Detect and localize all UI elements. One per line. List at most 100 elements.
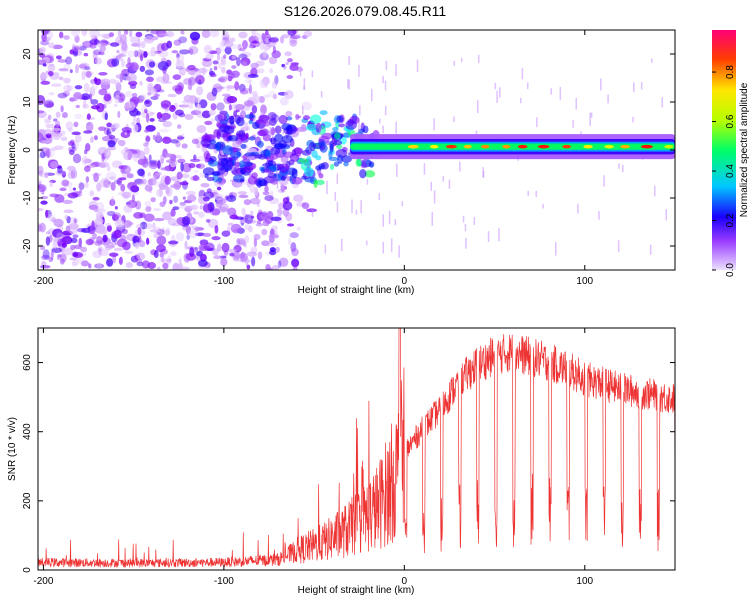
- spectrogram-noise-cell: [153, 250, 159, 259]
- spectrogram-carrier-peak: [445, 144, 457, 149]
- spectrogram-noise-cell: [282, 201, 293, 211]
- spectrogram-transition-cell: [244, 114, 256, 119]
- spectrogram-noise-cell: [213, 66, 218, 71]
- spectrogram-noise-cell: [289, 232, 299, 239]
- spectrogram-noise-cell: [173, 195, 179, 203]
- spectrogram-noise-cell: [165, 187, 170, 195]
- spectrogram-noise-cell: [156, 235, 167, 246]
- spectrogram-noise-cell: [83, 158, 92, 164]
- spectrogram-streak: [423, 163, 426, 175]
- spectrogram-noise-cell: [117, 54, 127, 58]
- spectrogram-noise-cell: [123, 204, 133, 214]
- spectrogram-noise-cell: [160, 167, 167, 171]
- spectrogram-noise-cell: [172, 206, 180, 211]
- spectrogram-noise-cell: [61, 179, 70, 187]
- spectrogram-noise-cell: [135, 223, 144, 230]
- spectrogram-noise-cell: [287, 30, 297, 37]
- spectrogram-noise-cell: [68, 149, 75, 156]
- spectrogram-noise-cell: [38, 184, 47, 193]
- spectrogram-noise-cell: [149, 162, 158, 167]
- spectrogram-noise-cell: [205, 218, 211, 223]
- spectrogram-noise-cell: [101, 103, 107, 109]
- spectrogram-streak: [473, 216, 476, 225]
- spectrogram-streak: [464, 224, 467, 232]
- spectrogram-noise-cell: [116, 49, 120, 54]
- spectrogram-streak: [494, 82, 497, 90]
- spectrogram-noise-cell: [73, 93, 83, 100]
- spectrogram-noise-cell: [53, 218, 64, 228]
- spectrogram-noise-cell: [158, 50, 169, 58]
- spectrogram-noise-cell: [96, 235, 103, 245]
- spectrogram-noise-cell: [92, 250, 103, 259]
- spectrogram-carrier-peak: [620, 144, 630, 149]
- spectrogram-noise-cell: [103, 93, 112, 102]
- colorbar-tick-label: 0.8: [725, 65, 736, 79]
- spectrogram-noise-cell: [67, 192, 79, 199]
- spectrogram-noise-cell: [186, 234, 190, 240]
- spectrogram-noise-cell: [143, 146, 150, 155]
- spectrogram-transition-cell: [333, 140, 343, 146]
- spectrogram-noise-cell: [270, 127, 276, 136]
- spectrogram-streak: [365, 240, 368, 246]
- spectrogram-noise-cell: [244, 214, 253, 225]
- spectrogram-noise-cell: [256, 220, 262, 225]
- spectrogram-noise-cell: [268, 56, 278, 65]
- spectrogram-noise-cell: [296, 126, 308, 132]
- spectrogram-streak: [550, 88, 553, 95]
- spectrogram-noise-cell: [243, 100, 254, 107]
- spectrogram-noise-cell: [38, 132, 44, 142]
- spectrogram-noise-cell: [164, 229, 171, 236]
- spectrogram-marks: [38, 30, 675, 270]
- spectrogram-noise-cell: [72, 187, 77, 191]
- spectrogram-carrier-peak: [664, 144, 674, 149]
- spectrogram-noise-cell: [120, 44, 128, 55]
- spectrogram-carrier-band: [350, 143, 675, 150]
- spectrogram-noise-cell: [291, 247, 299, 257]
- spectrogram-noise-cell: [240, 57, 251, 66]
- spectrogram-streak: [498, 227, 500, 242]
- spectrogram-noise-cell: [295, 113, 300, 120]
- spectrogram-noise-cell: [214, 225, 219, 234]
- spectrogram-streak: [320, 91, 323, 98]
- spectrogram-noise-cell: [93, 172, 99, 183]
- spectrogram-noise-cell: [82, 40, 93, 48]
- spectrogram-transition-cell: [291, 168, 298, 179]
- spectrogram-noise-cell: [83, 98, 87, 108]
- spectrogram-noise-cell: [143, 35, 155, 44]
- spectrogram-transition-cell: [248, 120, 254, 125]
- spectrogram-noise-cell: [48, 42, 55, 49]
- spectrogram-noise-cell: [206, 188, 212, 194]
- spectrogram-noise-cell: [72, 51, 79, 57]
- snr-x-tick-label: 0: [402, 576, 408, 587]
- spectrogram-streak: [572, 119, 574, 128]
- colorbar-tick-label: 0.2: [725, 213, 736, 227]
- spectrogram-noise-cell: [223, 40, 234, 48]
- spectrogram-streak: [453, 61, 456, 66]
- spectrogram-noise-cell: [180, 30, 185, 35]
- spectrogram-noise-cell: [269, 249, 277, 256]
- spectrogram-noise-cell: [67, 165, 76, 172]
- spectrogram-noise-cell: [157, 89, 165, 93]
- spectrogram-noise-cell: [91, 220, 95, 230]
- spectrogram-streak: [396, 163, 398, 177]
- spectrogram-noise-cell: [40, 140, 51, 144]
- spectrogram-noise-cell: [156, 188, 164, 197]
- spectrogram-transition-cell: [345, 120, 357, 130]
- spectrogram-noise-cell: [72, 234, 79, 239]
- spectrogram-noise-cell: [161, 80, 172, 84]
- spectrogram-streak: [577, 203, 579, 214]
- spectrogram-noise-cell: [84, 66, 91, 71]
- spectrogram-noise-cell: [60, 105, 64, 113]
- spectrogram-noise-cell: [89, 190, 95, 197]
- spectrogram-noise-cell: [94, 217, 104, 226]
- spectrogram-noise-cell: [160, 112, 171, 120]
- spectrogram-noise-cell: [208, 50, 218, 55]
- spectrogram-noise-cell: [221, 66, 226, 74]
- spectrogram-noise-cell: [92, 49, 102, 56]
- spectrogram-noise-cell: [83, 149, 88, 155]
- spectrogram-noise-cell: [149, 160, 157, 164]
- spectrogram-noise-cell: [229, 252, 235, 257]
- spectrogram-noise-cell: [139, 80, 143, 86]
- spectrogram-noise-cell: [248, 84, 253, 95]
- spectrogram-noise-cell: [175, 232, 185, 242]
